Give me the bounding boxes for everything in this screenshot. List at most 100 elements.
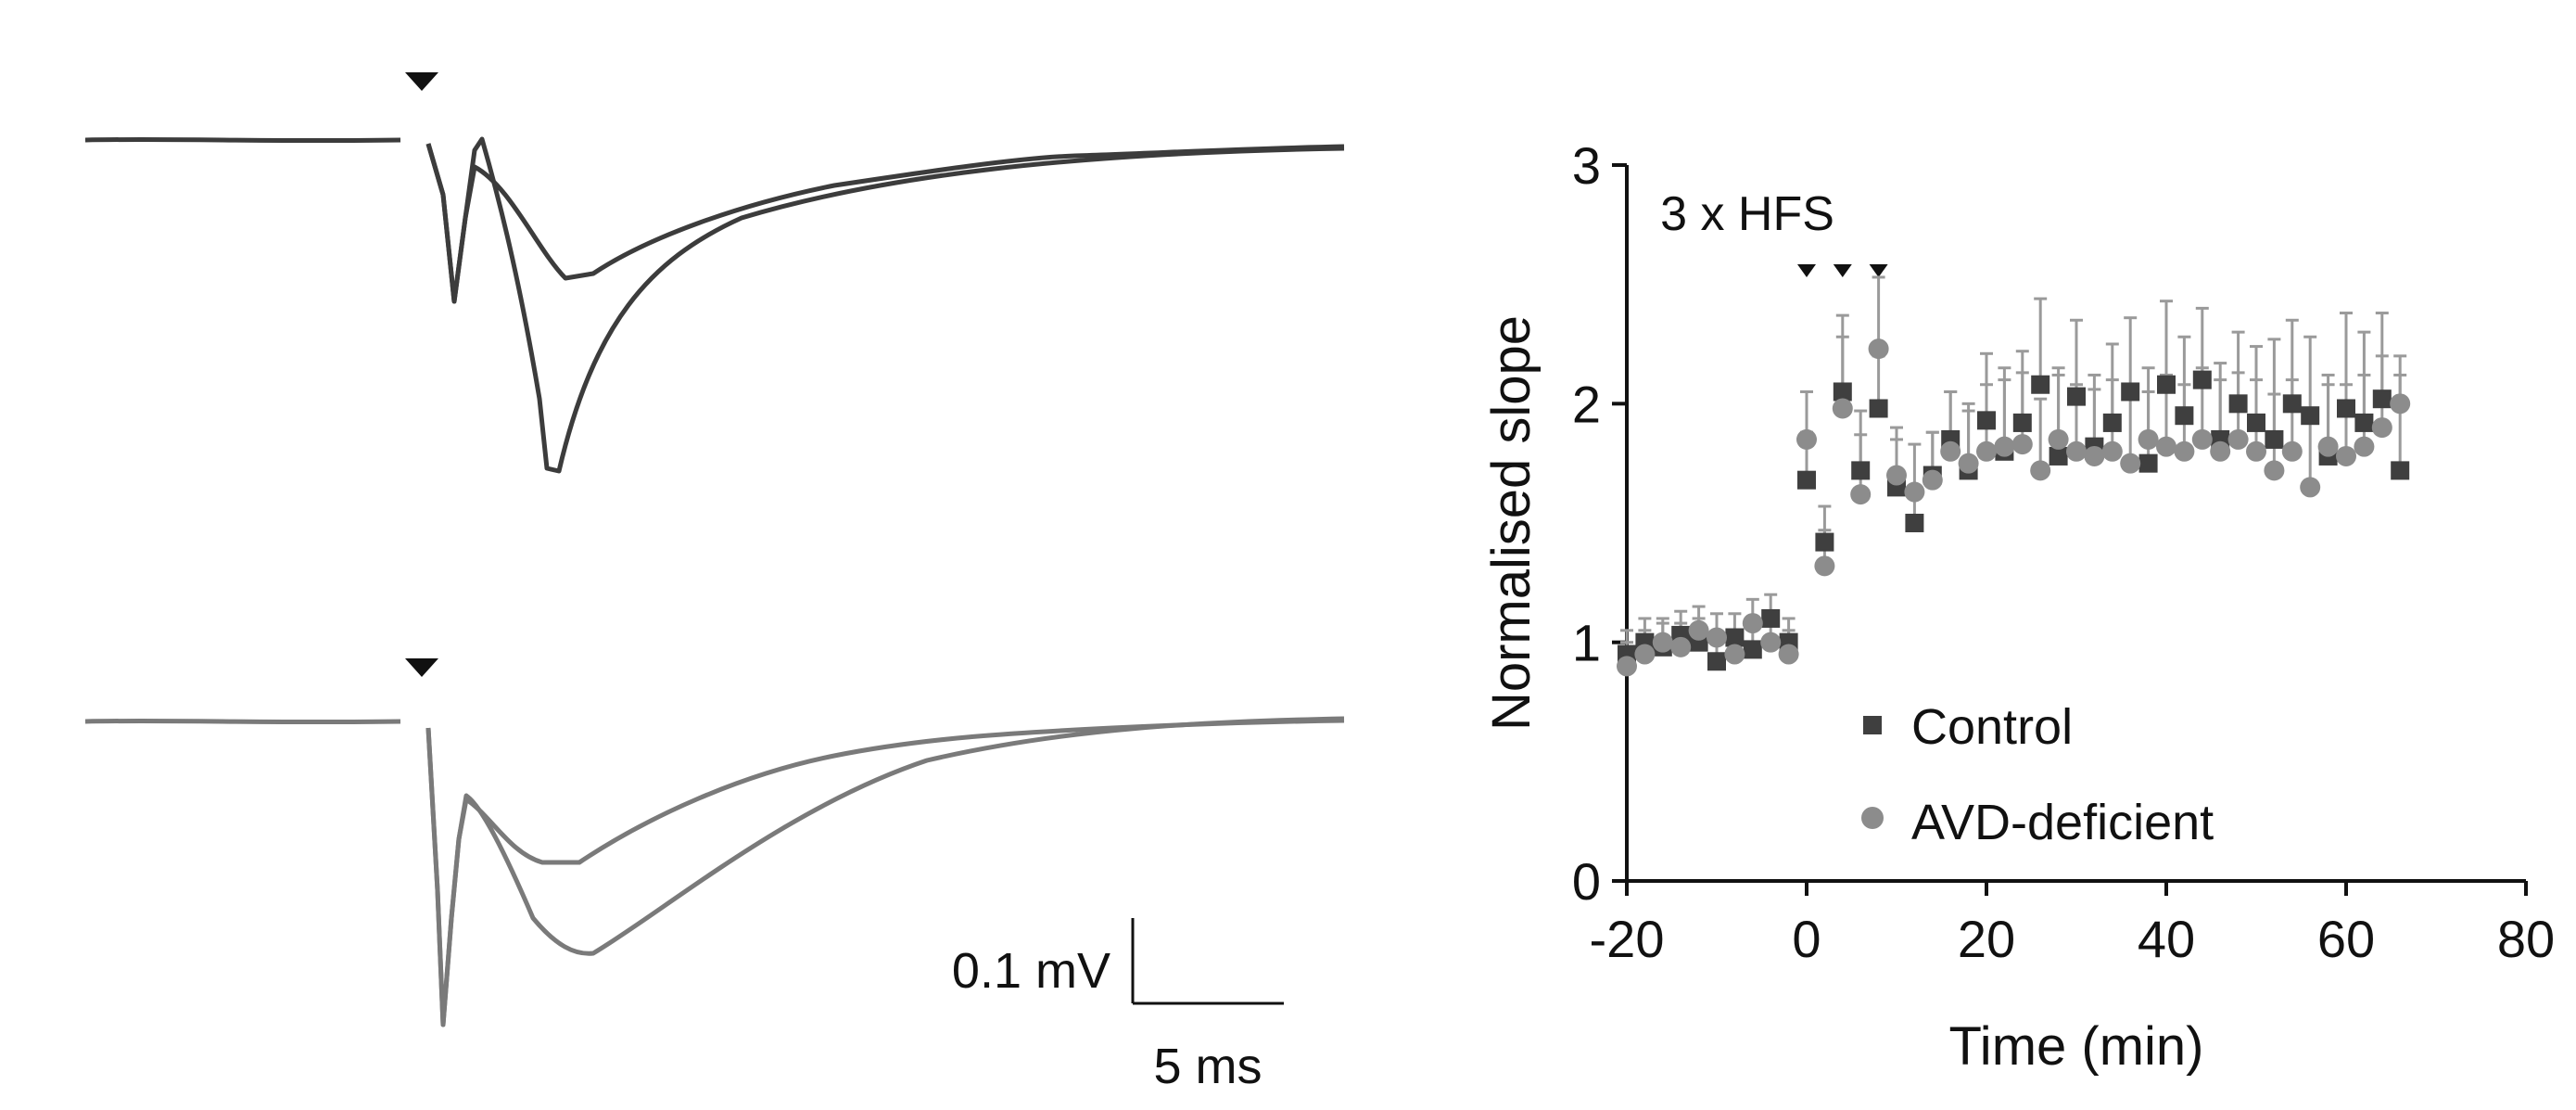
x-tick-label: -20 bbox=[1590, 910, 1665, 968]
point-avd-deficient bbox=[1707, 627, 1727, 648]
trace-group-bottom bbox=[84, 716, 1345, 1027]
point-control bbox=[2121, 382, 2140, 402]
y-axis-label: Normalised slope bbox=[1481, 315, 1542, 731]
point-control bbox=[1707, 652, 1726, 671]
legend-label-avd-deficient: AVD-deficient bbox=[1911, 795, 2214, 850]
point-avd-deficient bbox=[1832, 398, 1853, 419]
point-avd-deficient bbox=[2120, 453, 2141, 474]
trace-top-post-hfs bbox=[425, 136, 1345, 474]
y-tick-label: 0 bbox=[1572, 852, 1601, 911]
scale-bar: 0.1 mV 5 ms bbox=[952, 918, 1284, 1094]
stimulus-arrow-top bbox=[405, 72, 438, 91]
legend-marker-avd-deficient bbox=[1861, 807, 1884, 829]
point-control bbox=[2157, 375, 2176, 394]
point-avd-deficient bbox=[2011, 434, 2033, 455]
y-axis: 0 1 2 3 bbox=[1572, 136, 1629, 911]
point-avd-deficient bbox=[1904, 481, 1925, 503]
x-axis-label: Time (min) bbox=[1949, 1016, 2204, 1077]
point-avd-deficient bbox=[2101, 440, 2123, 462]
hfs-marker bbox=[1869, 264, 1888, 277]
point-control bbox=[2049, 446, 2068, 466]
point-control bbox=[2354, 413, 2374, 432]
point-avd-deficient bbox=[1814, 555, 1835, 577]
y-tick-label: 3 bbox=[1572, 136, 1601, 195]
trace-group-top bbox=[84, 136, 1345, 474]
point-avd-deficient bbox=[2300, 477, 2321, 498]
point-control bbox=[1851, 461, 1871, 480]
point-control bbox=[1815, 532, 1834, 552]
point-control bbox=[2372, 389, 2392, 409]
point-control bbox=[2102, 413, 2122, 432]
point-avd-deficient bbox=[2354, 436, 2375, 457]
point-control bbox=[2265, 429, 2284, 449]
y-tick-label: 2 bbox=[1572, 375, 1601, 433]
x-tick-label: 60 bbox=[2317, 910, 2375, 968]
point-avd-deficient bbox=[1778, 644, 1799, 665]
point-avd-deficient bbox=[1724, 644, 1745, 665]
point-control bbox=[1869, 399, 1888, 418]
point-control bbox=[1833, 382, 1852, 402]
point-control bbox=[2228, 394, 2248, 414]
point-control bbox=[1725, 628, 1745, 647]
point-avd-deficient bbox=[2246, 440, 2266, 462]
point-avd-deficient bbox=[2336, 445, 2356, 466]
point-avd-deficient bbox=[2174, 440, 2195, 462]
legend: Control AVD-deficient bbox=[1861, 699, 2214, 850]
traces-panel: 0.1 mV 5 ms bbox=[84, 72, 1345, 1094]
point-avd-deficient bbox=[2281, 440, 2303, 462]
point-control bbox=[2067, 387, 2086, 406]
point-avd-deficient bbox=[1994, 436, 2015, 457]
point-control bbox=[2138, 453, 2158, 473]
point-avd-deficient bbox=[1760, 632, 1782, 653]
trace-top-baseline bbox=[84, 136, 401, 144]
point-control bbox=[2337, 399, 2355, 418]
legend-item-avd-deficient: AVD-deficient bbox=[1861, 795, 2214, 850]
point-avd-deficient bbox=[2138, 428, 2159, 450]
point-avd-deficient bbox=[1940, 440, 1961, 462]
y-tick-label: 1 bbox=[1572, 614, 1601, 672]
point-avd-deficient bbox=[1617, 656, 1637, 677]
x-axis: -20 0 20 40 60 80 bbox=[1590, 879, 2555, 968]
x-tick-label: 0 bbox=[1792, 910, 1821, 968]
point-avd-deficient bbox=[2191, 428, 2213, 450]
point-control bbox=[2391, 461, 2410, 480]
point-avd-deficient bbox=[2371, 417, 2392, 439]
point-control bbox=[2192, 370, 2212, 389]
point-avd-deficient bbox=[1652, 632, 1673, 653]
x-tick-label: 80 bbox=[2497, 910, 2555, 968]
point-avd-deficient bbox=[2030, 460, 2051, 481]
trace-top-baseline-response bbox=[425, 143, 1345, 304]
hfs-marker bbox=[1833, 264, 1852, 277]
point-control bbox=[2175, 406, 2194, 426]
point-avd-deficient bbox=[1670, 636, 1692, 657]
point-control bbox=[1905, 514, 1924, 532]
scale-bar-voltage-label: 0.1 mV bbox=[952, 943, 1110, 999]
trace-bottom-post-hfs bbox=[425, 716, 1345, 1027]
point-avd-deficient bbox=[2390, 393, 2411, 415]
point-avd-deficient bbox=[2317, 436, 2339, 457]
legend-marker-control bbox=[1863, 716, 1882, 734]
point-avd-deficient bbox=[2084, 445, 2105, 466]
point-avd-deficient bbox=[2156, 436, 2176, 457]
stimulus-arrow-bottom bbox=[405, 658, 438, 677]
point-control bbox=[2301, 406, 2320, 426]
error-bars bbox=[1620, 275, 2407, 667]
x-tick-label: 40 bbox=[2138, 910, 2195, 968]
trace-bottom-baseline-response bbox=[425, 718, 1345, 1027]
legend-label-control: Control bbox=[1911, 699, 2073, 755]
point-avd-deficient bbox=[2066, 440, 2087, 462]
point-avd-deficient bbox=[1796, 428, 1817, 450]
point-control bbox=[1797, 470, 1816, 490]
point-avd-deficient bbox=[1886, 465, 1907, 486]
legend-item-control: Control bbox=[1863, 699, 2073, 755]
data-points bbox=[1617, 338, 2411, 677]
point-avd-deficient bbox=[1976, 440, 1997, 462]
point-avd-deficient bbox=[1922, 469, 1943, 491]
point-avd-deficient bbox=[1958, 453, 1979, 474]
hfs-markers bbox=[1797, 264, 1888, 277]
point-control bbox=[1977, 411, 1996, 430]
x-tick-label: 20 bbox=[1958, 910, 2015, 968]
point-avd-deficient bbox=[1868, 338, 1889, 360]
